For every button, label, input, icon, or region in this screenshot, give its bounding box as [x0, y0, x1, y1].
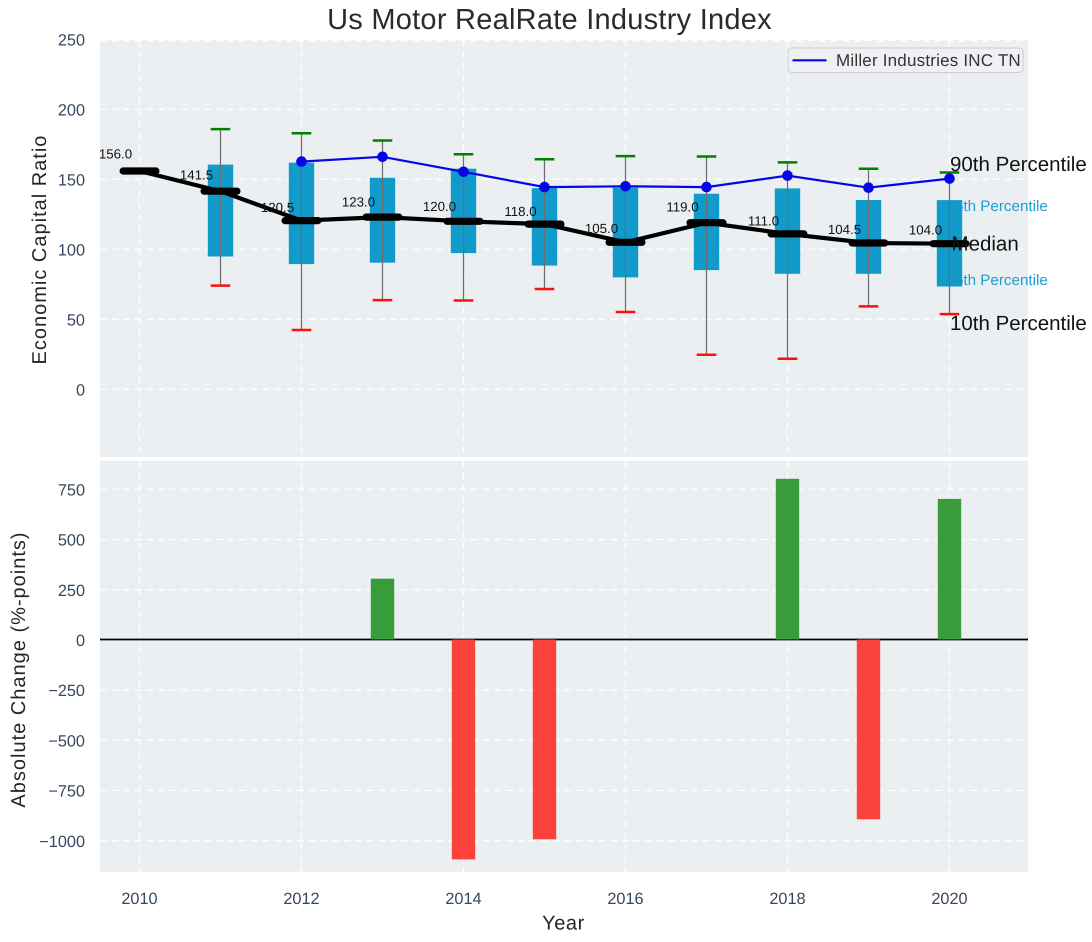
svg-text:0: 0: [76, 632, 85, 650]
svg-text:Year: Year: [542, 913, 585, 935]
svg-text:200: 200: [58, 102, 85, 120]
svg-text:750: 750: [58, 481, 85, 499]
svg-text:141.5: 141.5: [180, 168, 213, 183]
svg-text:120.5: 120.5: [261, 200, 294, 215]
svg-text:111.0: 111.0: [748, 214, 779, 229]
svg-text:2014: 2014: [445, 890, 481, 908]
svg-text:118.0: 118.0: [504, 204, 536, 219]
svg-text:50: 50: [67, 311, 85, 329]
svg-text:10th Percentile: 10th Percentile: [950, 312, 1087, 335]
svg-text:0: 0: [76, 381, 85, 399]
svg-text:Median: Median: [952, 233, 1019, 256]
svg-text:100: 100: [58, 241, 85, 259]
svg-text:2010: 2010: [121, 890, 157, 908]
svg-text:Absolute Change (%-points): Absolute Change (%-points): [8, 531, 30, 807]
svg-text:2020: 2020: [931, 890, 967, 908]
svg-text:25th Percentile: 25th Percentile: [947, 272, 1048, 289]
svg-text:−250: −250: [48, 682, 85, 700]
svg-text:120.0: 120.0: [423, 199, 456, 214]
svg-text:90th Percentile: 90th Percentile: [950, 153, 1087, 176]
svg-text:Us Motor RealRate Industry Ind: Us Motor RealRate Industry Index: [327, 4, 772, 36]
svg-text:Miller Industries INC TN: Miller Industries INC TN: [836, 51, 1021, 70]
svg-text:2018: 2018: [769, 890, 805, 908]
svg-text:104.0: 104.0: [909, 223, 942, 238]
svg-text:119.0: 119.0: [666, 200, 698, 215]
svg-text:−500: −500: [48, 732, 85, 750]
svg-text:156.0: 156.0: [99, 147, 132, 162]
svg-text:Economic Capital Ratio: Economic Capital Ratio: [29, 135, 51, 365]
svg-text:−1000: −1000: [39, 833, 85, 851]
svg-text:2012: 2012: [283, 890, 319, 908]
svg-text:104.5: 104.5: [828, 222, 861, 237]
svg-text:150: 150: [58, 171, 85, 189]
svg-text:75th Percentile: 75th Percentile: [947, 198, 1048, 215]
svg-text:500: 500: [58, 532, 85, 550]
svg-text:2016: 2016: [607, 890, 643, 908]
svg-text:123.0: 123.0: [342, 195, 375, 210]
svg-text:250: 250: [58, 582, 85, 600]
svg-text:−750: −750: [48, 783, 85, 801]
svg-text:250: 250: [58, 32, 85, 50]
svg-text:105.0: 105.0: [585, 221, 618, 236]
